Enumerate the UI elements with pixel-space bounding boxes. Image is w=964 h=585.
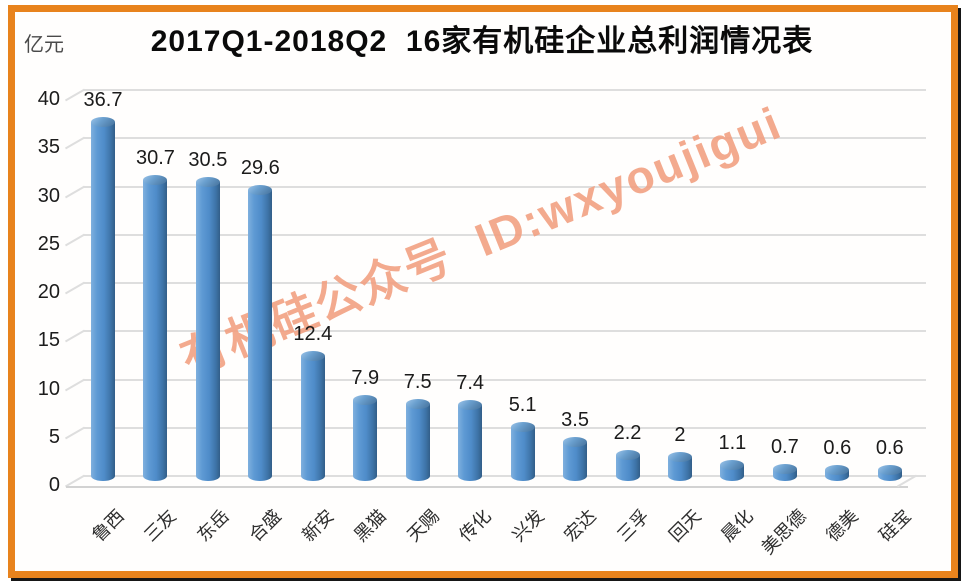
gridline-depth-connector bbox=[64, 136, 86, 150]
gridline bbox=[84, 330, 926, 333]
bar-top-ellipse bbox=[458, 399, 483, 410]
y-tick-label: 20 bbox=[37, 281, 60, 303]
gridline-depth-connector bbox=[64, 233, 86, 247]
bar-top-ellipse bbox=[825, 465, 850, 476]
bar-top-ellipse bbox=[877, 465, 902, 476]
y-tick-label: 5 bbox=[48, 425, 60, 448]
bar-top-ellipse bbox=[667, 451, 692, 462]
bar-value-label: 30.5 bbox=[188, 148, 228, 171]
bar-top-ellipse bbox=[510, 421, 535, 432]
bar-value-label: 2.2 bbox=[613, 421, 642, 444]
bar bbox=[353, 399, 378, 481]
bar bbox=[405, 403, 430, 481]
bar bbox=[195, 181, 220, 481]
gridline bbox=[84, 137, 926, 140]
bar-value-label: 1.1 bbox=[718, 432, 747, 455]
gridline-depth-connector bbox=[64, 281, 86, 295]
gridline bbox=[84, 426, 926, 429]
y-axis-unit-label: 亿元 bbox=[24, 34, 64, 56]
bar bbox=[772, 469, 797, 481]
bar bbox=[91, 121, 115, 481]
bar bbox=[458, 404, 483, 481]
bar-top-ellipse bbox=[91, 116, 115, 127]
gridline-depth-connector bbox=[64, 378, 86, 391]
bar-value-label: 7.4 bbox=[456, 371, 485, 394]
bar-value-label: 0.7 bbox=[770, 436, 799, 459]
bar-top-ellipse bbox=[353, 394, 378, 405]
bar-top-ellipse bbox=[143, 174, 168, 185]
y-tick-label: 35 bbox=[37, 136, 60, 159]
bar bbox=[825, 470, 850, 481]
bar-top-ellipse bbox=[720, 460, 745, 471]
bar-top-ellipse bbox=[615, 449, 640, 460]
gridline bbox=[84, 233, 926, 236]
bar-value-label: 30.7 bbox=[135, 146, 175, 169]
bar-value-label: 29.6 bbox=[240, 157, 280, 180]
y-tick-label: 30 bbox=[37, 184, 60, 207]
bar-value-label: 36.7 bbox=[83, 88, 123, 111]
gridline bbox=[84, 282, 926, 284]
bar bbox=[300, 356, 325, 481]
bar-top-ellipse bbox=[772, 464, 797, 475]
y-tick-label: 10 bbox=[37, 377, 60, 400]
bar-top-ellipse bbox=[563, 437, 588, 448]
bar-top-ellipse bbox=[300, 351, 325, 362]
y-tick-label: 40 bbox=[37, 88, 60, 110]
bar-top-ellipse bbox=[248, 185, 273, 196]
bar-value-label: 2 bbox=[674, 423, 686, 446]
gridline-depth-connector bbox=[64, 185, 86, 198]
bar-value-label: 3.5 bbox=[561, 409, 589, 432]
bar-value-label: 0.6 bbox=[823, 437, 852, 460]
bar-top-ellipse bbox=[405, 398, 430, 409]
gridline-depth-connector bbox=[64, 426, 86, 440]
bar-value-label: 7.9 bbox=[351, 366, 380, 389]
bar-top-ellipse bbox=[195, 176, 220, 187]
y-tick-label: 0 bbox=[48, 474, 60, 496]
gridline bbox=[84, 89, 926, 91]
y-tick-label: 15 bbox=[37, 329, 60, 352]
floor-front-edge bbox=[66, 486, 908, 488]
bar-value-label: 5.1 bbox=[508, 393, 537, 416]
bar bbox=[877, 470, 902, 481]
bar bbox=[248, 190, 273, 481]
chart-title: 2017Q1-2018Q2 16家有机硅企业总利润情况表 bbox=[150, 25, 814, 58]
y-tick-label: 25 bbox=[37, 232, 60, 255]
gridline bbox=[84, 185, 926, 188]
bar-value-label: 0.6 bbox=[875, 437, 904, 460]
bar bbox=[563, 442, 588, 481]
bar-value-label: 12.4 bbox=[293, 323, 333, 346]
gridline-depth-connector bbox=[64, 329, 86, 343]
gridline bbox=[84, 378, 926, 381]
bar-value-label: 7.5 bbox=[403, 370, 432, 393]
bar bbox=[510, 426, 535, 481]
bar bbox=[143, 179, 168, 481]
gridline bbox=[84, 475, 926, 477]
